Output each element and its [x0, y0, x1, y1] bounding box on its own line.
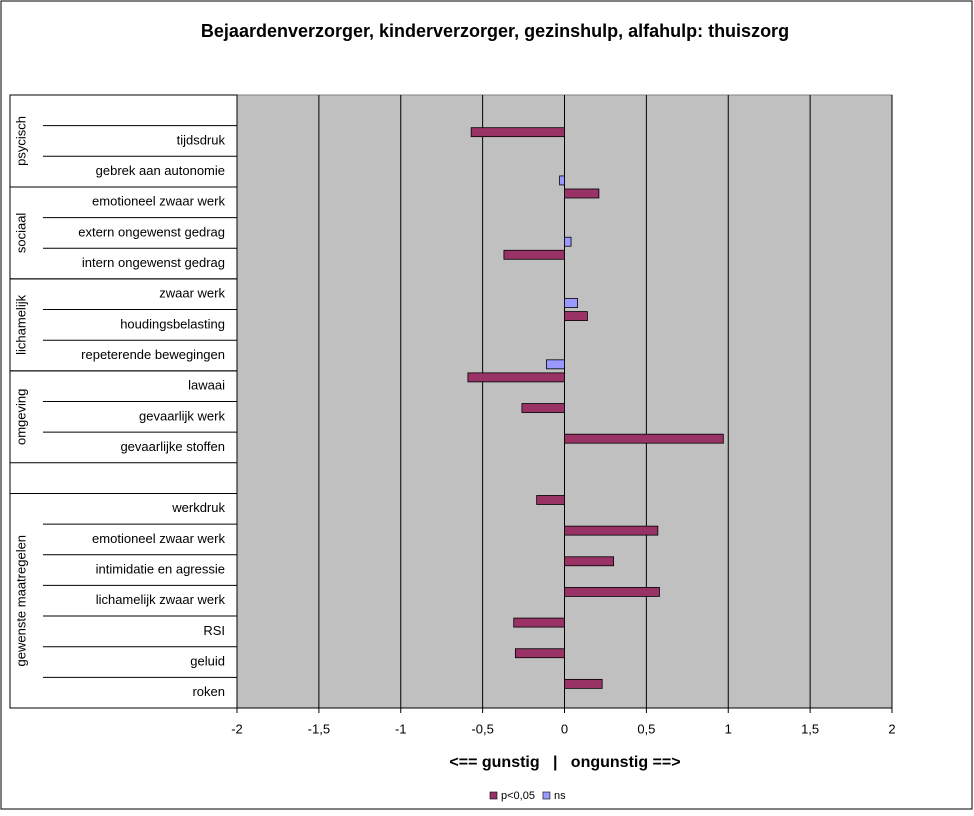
- y-tick-label: lawaai: [188, 378, 225, 393]
- legend-label: p<0,05: [501, 790, 535, 802]
- bar: [470, 127, 565, 138]
- bar: [503, 249, 565, 260]
- y-tick-label: geluid: [190, 653, 225, 668]
- chart-title: Bejaardenverzorger, kinderverzorger, gez…: [201, 21, 789, 41]
- y-tick-label: emotioneel zwaar werk: [92, 194, 225, 209]
- bar: [564, 525, 659, 536]
- y-tick-label: zwaar werk: [159, 286, 225, 301]
- group-label: sociaal: [13, 213, 28, 254]
- x-tick-label: 2: [888, 721, 895, 736]
- group-label: omgeving: [13, 389, 28, 445]
- bar: [513, 617, 565, 628]
- y-tick-label: extern ongewenst gedrag: [78, 224, 225, 239]
- bar: [546, 359, 565, 370]
- y-tick-label: intimidatie en agressie: [96, 562, 225, 577]
- bar: [564, 433, 724, 444]
- group-label: gewenste maatregelen: [13, 535, 28, 667]
- x-tick-label: 1: [725, 721, 732, 736]
- y-tick-label: roken: [192, 684, 225, 699]
- y-tick-label: RSI: [203, 623, 225, 638]
- y-tick-label: houdingsbelasting: [120, 316, 225, 331]
- y-tick-label: gebrek aan autonomie: [96, 163, 225, 178]
- bar: [514, 648, 565, 659]
- x-tick-label: -1: [395, 721, 407, 736]
- y-tick-label: lichamelijk zwaar werk: [96, 592, 226, 607]
- legend-label: ns: [554, 790, 566, 802]
- bar: [521, 403, 565, 413]
- legend-swatch: [542, 791, 551, 800]
- legend-swatch: [489, 791, 498, 800]
- bar: [564, 556, 615, 567]
- y-tick-label: gevaarlijke stoffen: [120, 439, 225, 454]
- x-tick-label: -1,5: [308, 721, 330, 736]
- y-tick-label: werkdruk: [171, 500, 225, 515]
- bar: [564, 298, 579, 308]
- y-tick-label: tijdsdruk: [177, 132, 226, 147]
- y-tick-label: emotioneel zwaar werk: [92, 531, 225, 546]
- x-axis-label: <== gunstig | ongunstig ==>: [449, 754, 680, 771]
- y-tick-label: gevaarlijk werk: [139, 408, 225, 423]
- bar: [564, 587, 660, 597]
- bar: [467, 372, 565, 383]
- x-tick-label: -0,5: [471, 721, 493, 736]
- group-label: psycisch: [13, 116, 28, 166]
- y-tick-label: repeterende bewegingen: [81, 347, 225, 362]
- bar: [564, 236, 572, 247]
- bar: [564, 678, 603, 689]
- y-tick-label: intern ongewenst gedrag: [82, 255, 225, 270]
- x-tick-label: 0,5: [637, 721, 655, 736]
- x-tick-label: 1,5: [801, 721, 819, 736]
- bar: [564, 311, 588, 321]
- bar: [536, 495, 565, 505]
- bar: [564, 188, 600, 199]
- x-tick-label: -2: [231, 721, 243, 736]
- x-tick-label: 0: [561, 721, 568, 736]
- bar: [559, 175, 565, 186]
- group-label: lichamelijk: [13, 294, 28, 354]
